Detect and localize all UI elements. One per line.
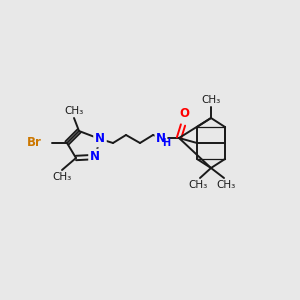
Text: Br: Br: [27, 136, 42, 149]
Text: H: H: [162, 138, 170, 148]
Text: CH₃: CH₃: [188, 180, 208, 190]
Text: CH₃: CH₃: [201, 95, 220, 105]
Text: N: N: [95, 133, 105, 146]
Text: N: N: [156, 131, 166, 145]
Text: CH₃: CH₃: [64, 106, 84, 116]
Text: CH₃: CH₃: [52, 172, 72, 182]
Text: N: N: [90, 151, 100, 164]
Text: O: O: [179, 107, 189, 120]
Text: CH₃: CH₃: [216, 180, 236, 190]
